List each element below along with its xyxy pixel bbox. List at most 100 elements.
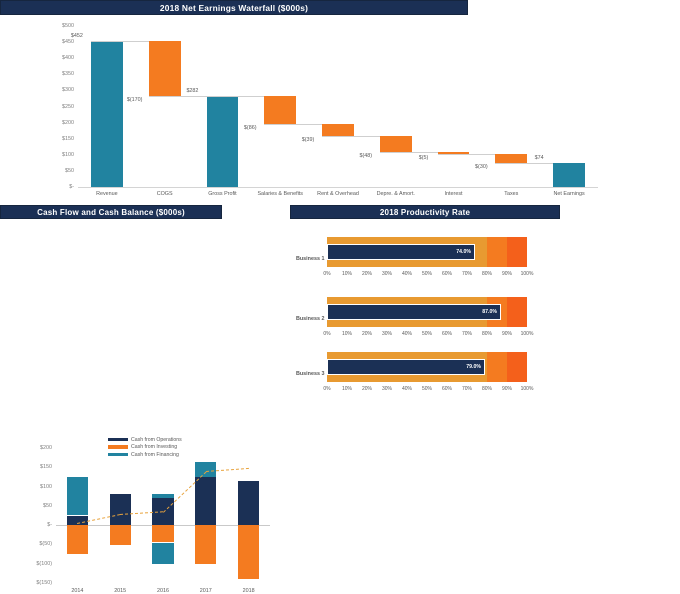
cashflow-bar-segment	[237, 525, 260, 580]
waterfall-bar	[148, 41, 181, 97]
waterfall-data-label: $74	[534, 155, 544, 162]
waterfall-y-tick: $100	[62, 151, 74, 158]
productivity-row: Business 2 87.0% 0% 10% 20% 30% 40% 50% 60% 70% 80…	[290, 293, 680, 345]
productivity-axis-tick: 90%	[501, 331, 513, 337]
waterfall-x-tick: COGS	[156, 191, 173, 197]
cashflow-y-tick: $50	[43, 502, 52, 509]
productivity-value-bar: 87.0%	[327, 304, 501, 320]
productivity-title: 2018 Productivity Rate	[290, 205, 560, 219]
waterfall-y-tick: $50	[65, 167, 74, 174]
legend-swatch	[108, 437, 128, 442]
waterfall-plot: $500 $450 $400 $350 $300 $250 $200 $150 $100 $50 $…	[62, 23, 598, 197]
productivity-axis-tick: 100%	[520, 331, 534, 337]
cashflow-bar-segment	[195, 525, 217, 564]
waterfall-connector	[91, 41, 167, 43]
waterfall-data-label: $(86)	[243, 124, 257, 131]
waterfall-x-tick: Gross Profit	[208, 191, 237, 197]
cashflow-bar-segment	[109, 494, 131, 526]
cashflow-y-tick: $(100)	[36, 560, 52, 567]
cashflow-bar-segment	[237, 480, 260, 526]
waterfall-y-tick: $500	[62, 23, 74, 29]
waterfall-data-label: $(5)	[418, 154, 429, 161]
waterfall-bar	[495, 153, 528, 164]
waterfall-connector	[264, 123, 340, 125]
waterfall-connector	[206, 96, 283, 98]
productivity-axis: 0% 10% 20% 30% 40% 50% 60% 70% 80% 90% 100%	[323, 271, 533, 279]
waterfall-data-label: $(30)	[475, 164, 488, 171]
waterfall-bar	[264, 96, 297, 124]
waterfall-y-tick: $300	[62, 87, 74, 94]
productivity-axis-tick: 50%	[421, 271, 433, 277]
productivity-row-label: Business 2	[296, 316, 325, 322]
waterfall-connector	[379, 151, 456, 153]
waterfall-x-tick: Revenue	[96, 191, 118, 197]
waterfall-data-label: $(39)	[301, 137, 315, 144]
cashflow-y-tick: $(150)	[36, 580, 52, 586]
waterfall-bar	[322, 123, 354, 137]
waterfall-bar	[91, 41, 123, 187]
productivity-value-bar: 79.0%	[327, 359, 485, 375]
productivity-axis-tick: 50%	[421, 331, 433, 337]
waterfall-connector	[437, 153, 514, 155]
waterfall-bar	[553, 163, 585, 187]
productivity-axis-tick: 60%	[441, 331, 453, 337]
waterfall-data-label: $282	[186, 88, 199, 95]
productivity-value-label: 74.0%	[456, 249, 471, 255]
waterfall-x-tick: Taxes	[504, 191, 519, 197]
cashflow-legend-item: Cash from Operations	[108, 436, 182, 443]
cashflow-title: Cash Flow and Cash Balance ($000s)	[0, 205, 222, 219]
productivity-axis-tick: 0%	[323, 331, 331, 337]
cashflow-bar-segment	[152, 493, 174, 499]
productivity-value-bar: 74.0%	[327, 244, 475, 260]
waterfall-x-tick: Interest	[444, 191, 463, 197]
waterfall-bar	[206, 96, 239, 187]
cashflow-x-tick: 2017	[199, 588, 212, 594]
productivity-axis-tick: 10%	[341, 271, 353, 277]
cashflow-y-tick: $150	[40, 464, 52, 471]
cashflow-panel: Cash Flow and Cash Balance ($000s) Cash …	[0, 205, 290, 594]
productivity-row: Business 1 74.0% 0% 10% 20% 30% 40% 50% 60% 70% 80…	[290, 233, 680, 285]
waterfall-x-tick: Depre. & Amort.	[376, 191, 415, 197]
productivity-axis-tick: 80%	[481, 331, 493, 337]
productivity-axis-tick: 40%	[401, 331, 413, 337]
waterfall-title: 2018 Net Earnings Waterfall ($000s)	[0, 0, 468, 15]
productivity-panel: 2018 Productivity Rate Business 1 74.0% 0%…	[290, 205, 680, 409]
productivity-band	[487, 237, 507, 267]
waterfall-connector	[495, 163, 572, 165]
waterfall-panel: 2018 Net Earnings Waterfall ($000s) $500…	[0, 0, 680, 205]
productivity-band	[507, 297, 527, 327]
productivity-axis-tick: 20%	[361, 386, 373, 392]
cashflow-bar-segment	[195, 461, 217, 477]
productivity-axis-tick: 60%	[441, 386, 453, 392]
productivity-axis-tick: 70%	[461, 271, 473, 277]
productivity-axis-tick: 100%	[520, 386, 534, 392]
cashflow-x-tick: 2015	[114, 588, 127, 594]
waterfall-x-tick: Net Earnings	[553, 191, 585, 197]
waterfall-data-label: $452	[70, 33, 83, 40]
cashflow-x-tick: 2014	[71, 588, 84, 594]
waterfall-y-tick: $150	[62, 135, 74, 142]
cashflow-y-tick: $200	[40, 445, 52, 451]
cashflow-bar-segment	[152, 542, 174, 564]
waterfall-connector	[148, 96, 225, 98]
productivity-axis-tick: 40%	[401, 386, 413, 392]
cashflow-bar-segment	[109, 525, 131, 546]
waterfall-bar	[379, 136, 412, 152]
cashflow-y-tick: $100	[40, 483, 52, 490]
productivity-axis-tick: 30%	[381, 271, 393, 277]
waterfall-bar	[437, 151, 470, 154]
waterfall-x-tick: Salaries & Benefits	[257, 191, 303, 197]
productivity-axis-tick: 10%	[341, 386, 353, 392]
waterfall-y-tick: $200	[62, 119, 74, 126]
cashflow-bar-segment	[195, 476, 217, 526]
productivity-axis: 0% 10% 20% 30% 40% 50% 60% 70% 80% 90% 100%	[323, 386, 533, 394]
productivity-axis-tick: 0%	[323, 386, 331, 392]
productivity-axis: 0% 10% 20% 30% 40% 50% 60% 70% 80% 90% 100%	[323, 331, 533, 339]
productivity-row-label: Business 1	[296, 256, 325, 262]
productivity-axis-tick: 80%	[481, 386, 493, 392]
productivity-axis-tick: 20%	[361, 331, 373, 337]
productivity-axis-tick: 70%	[461, 331, 473, 337]
productivity-axis-tick: 30%	[381, 386, 393, 392]
waterfall-y-tick: $350	[62, 71, 74, 78]
waterfall-y-tick: $450	[62, 39, 74, 46]
